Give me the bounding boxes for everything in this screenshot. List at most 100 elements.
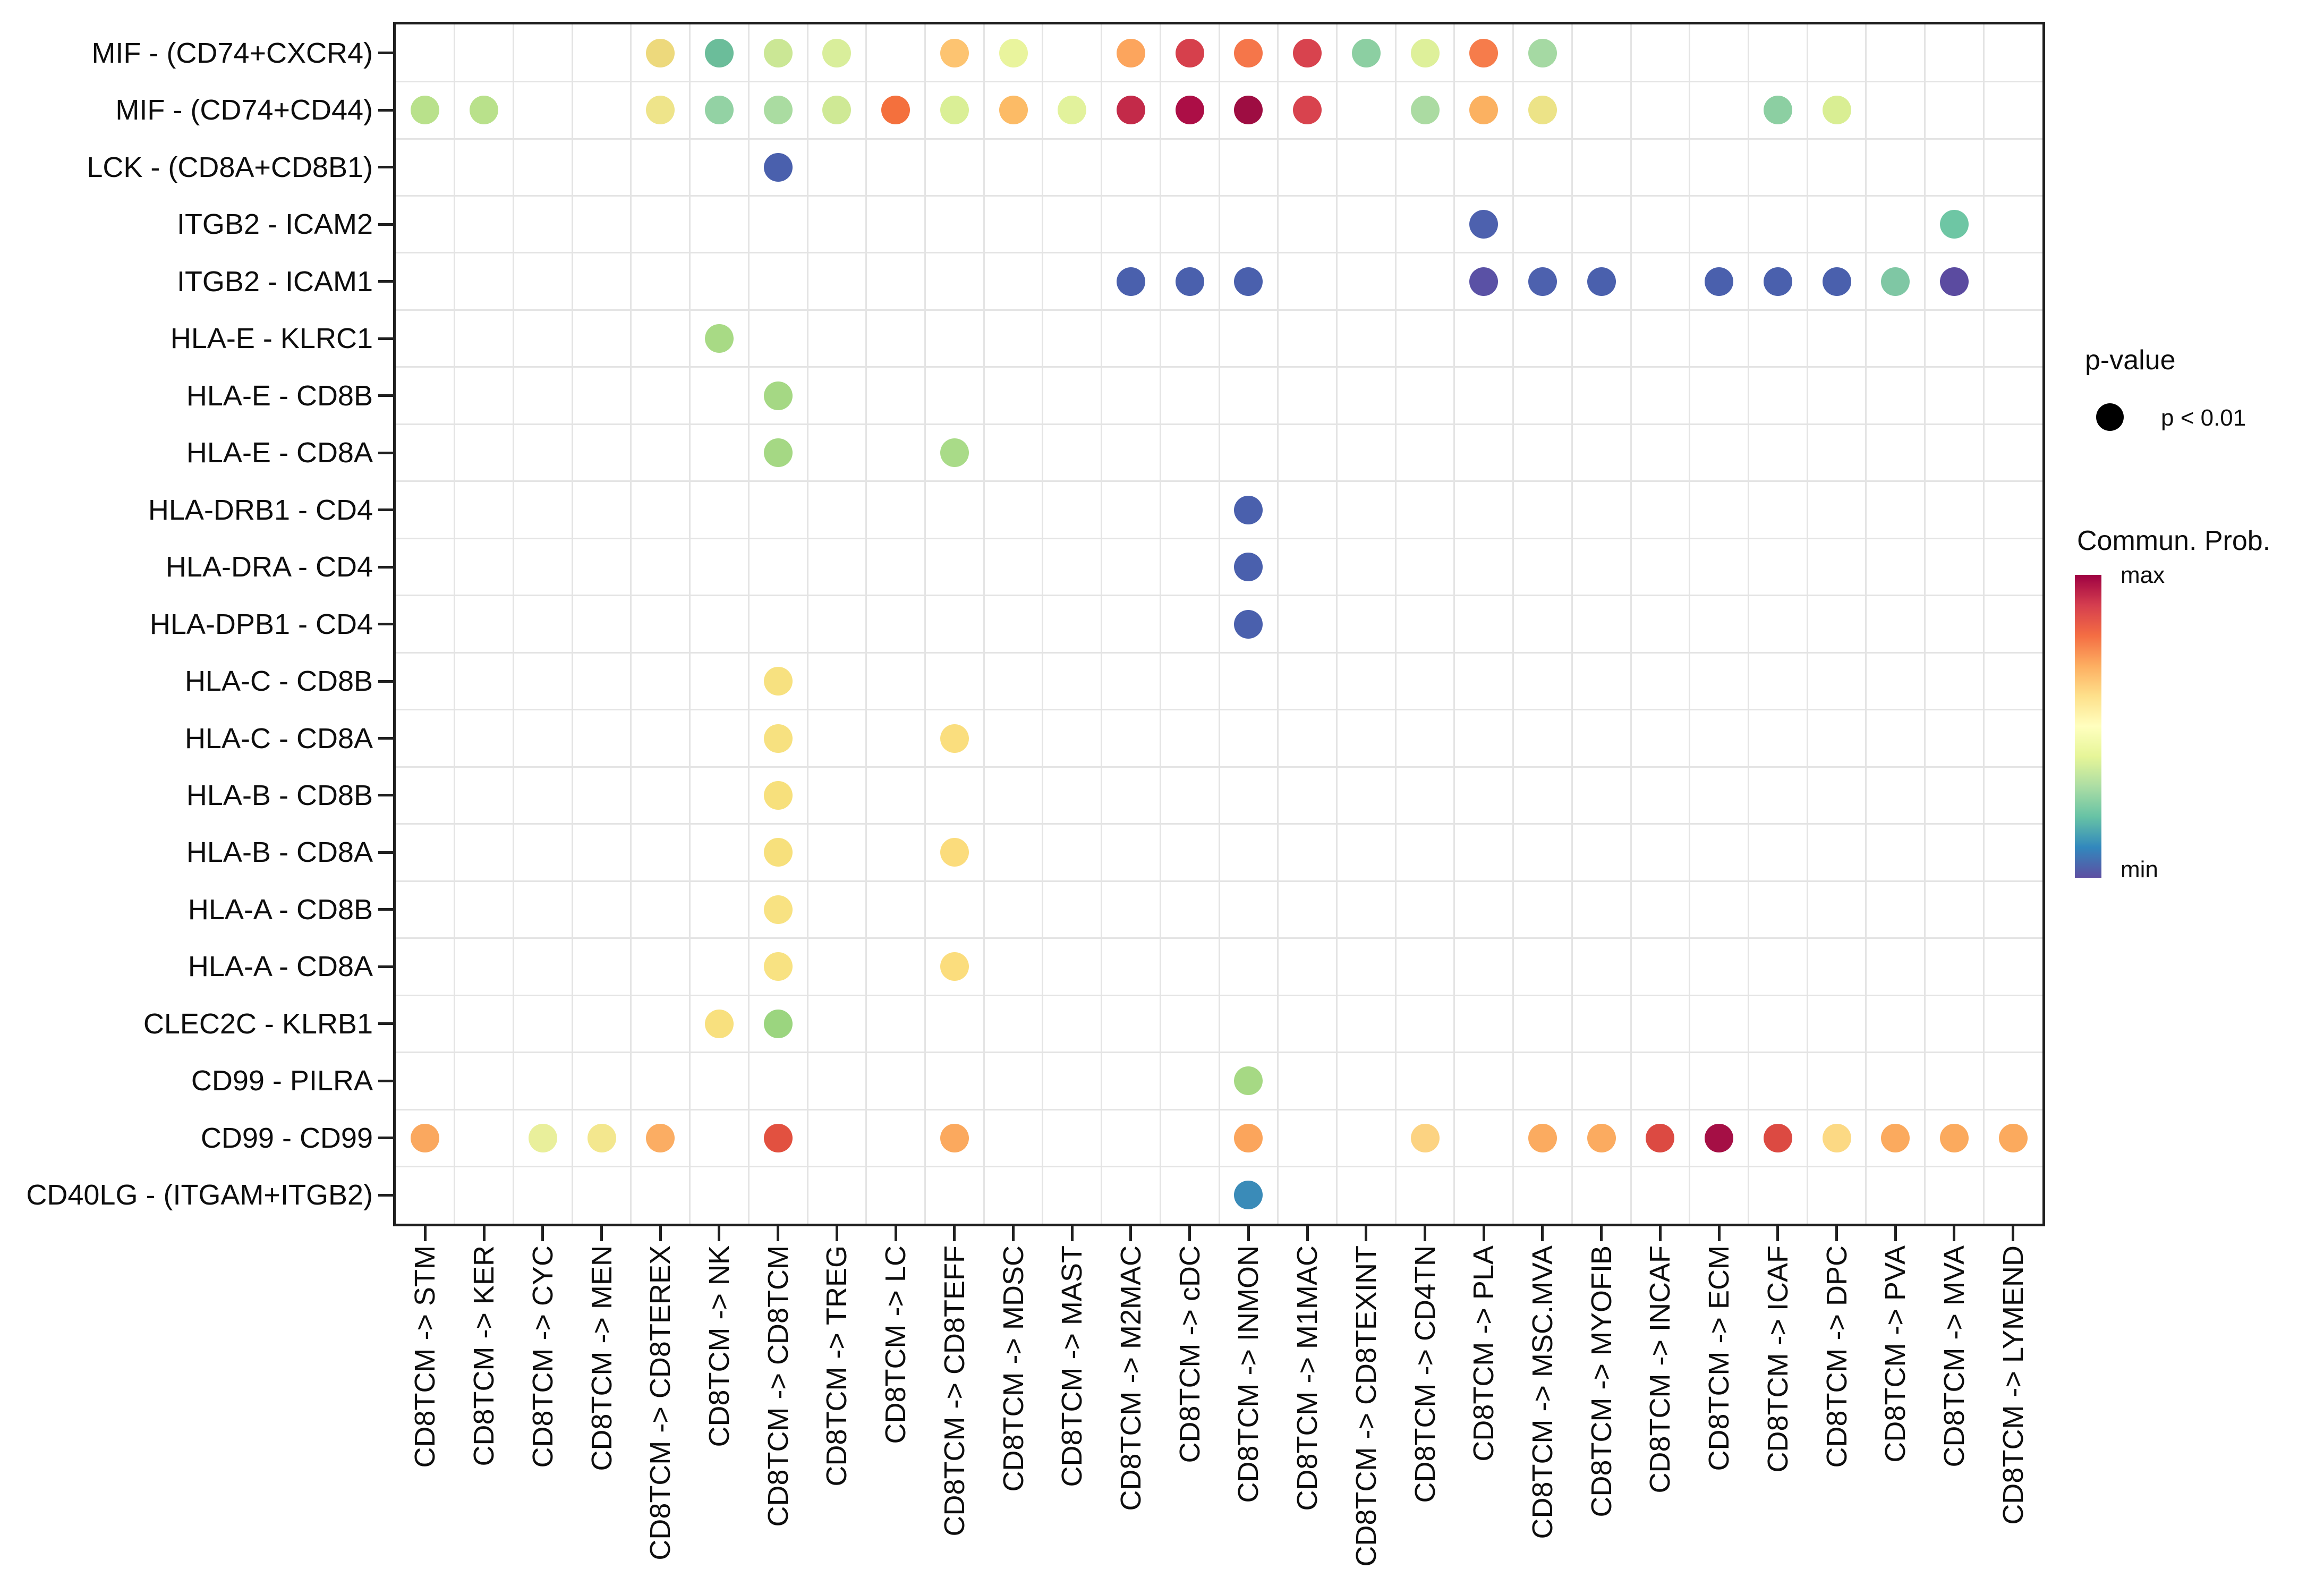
y-axis-label: MIF - (CD74+CD44) <box>115 94 373 126</box>
data-dot <box>763 1009 793 1038</box>
data-dot <box>1939 267 1969 296</box>
data-dot <box>763 724 793 753</box>
data-dot <box>763 952 793 981</box>
y-tick-mark <box>378 1137 393 1140</box>
data-dot <box>470 96 499 125</box>
data-dot <box>1881 267 1910 296</box>
x-axis-label: CD8TCM -> TREG <box>821 1245 853 1487</box>
vertical-gridline <box>630 24 632 1224</box>
y-axis-label: HLA-A - CD8B <box>188 893 373 926</box>
data-dot <box>1763 96 1792 125</box>
vertical-gridline <box>1924 24 1926 1224</box>
y-tick-mark <box>378 223 393 226</box>
data-dot <box>999 38 1028 67</box>
y-axis-label: HLA-DRA - CD4 <box>165 551 373 583</box>
data-dot <box>646 96 675 125</box>
data-dot <box>940 96 969 125</box>
data-dot <box>763 381 793 410</box>
data-dot <box>704 1009 734 1038</box>
data-dot <box>1705 1123 1734 1152</box>
x-axis-label: CD8TCM -> MDSC <box>997 1245 1029 1492</box>
y-axis-label: HLA-C - CD8A <box>184 722 373 754</box>
data-dot <box>646 1123 675 1152</box>
x-axis-label: CD8TCM -> CD8TEREX <box>644 1245 677 1561</box>
y-tick-mark <box>378 108 393 112</box>
data-dot <box>763 895 793 924</box>
data-dot <box>1410 96 1440 125</box>
horizontal-gridline <box>396 595 2042 597</box>
data-dot <box>1822 1123 1851 1152</box>
data-dot <box>1116 267 1145 296</box>
y-axis-label: HLA-C - CD8B <box>184 665 373 697</box>
x-axis-label: CD8TCM -> LYMEND <box>1997 1245 2029 1525</box>
horizontal-gridline <box>396 937 2042 939</box>
horizontal-gridline <box>396 823 2042 825</box>
data-dot <box>763 438 793 468</box>
x-axis-label: CD8TCM -> M1MAC <box>1291 1245 1324 1511</box>
x-axis-label: CD8TCM -> STM <box>409 1245 441 1468</box>
colorbar-title: Commun. Prob. <box>2077 525 2271 556</box>
data-dot <box>1528 96 1557 125</box>
x-tick-mark <box>659 1226 662 1241</box>
data-dot <box>1528 1123 1557 1152</box>
data-dot <box>763 96 793 125</box>
colorbar-max-label: max <box>2121 562 2165 588</box>
data-dot <box>940 1123 969 1152</box>
vertical-gridline <box>1453 24 1455 1224</box>
data-dot <box>1293 96 1322 125</box>
x-axis-label: CD8TCM -> MEN <box>585 1245 618 1471</box>
x-tick-mark <box>1894 1226 1897 1241</box>
data-dot <box>1469 210 1499 239</box>
vertical-gridline <box>454 24 456 1224</box>
data-dot <box>1234 1066 1263 1096</box>
y-axis-label: CD40LG - (ITGAM+ITGB2) <box>26 1179 373 1211</box>
horizontal-gridline <box>396 709 2042 711</box>
x-tick-mark <box>1717 1226 1721 1241</box>
x-tick-mark <box>1482 1226 1485 1241</box>
x-axis-label: CD8TCM -> KER <box>468 1245 500 1466</box>
y-tick-mark <box>378 451 393 454</box>
data-dot <box>1705 267 1734 296</box>
data-dot <box>1528 38 1557 67</box>
data-dot <box>1469 38 1499 67</box>
vertical-gridline <box>1982 24 1985 1224</box>
data-dot <box>763 667 793 696</box>
data-dot <box>940 38 969 67</box>
horizontal-gridline <box>396 366 2042 368</box>
x-tick-mark <box>835 1226 838 1241</box>
vertical-gridline <box>983 24 985 1224</box>
data-dot <box>1234 38 1263 67</box>
data-dot <box>940 838 969 867</box>
horizontal-gridline <box>396 537 2042 539</box>
vertical-gridline <box>1101 24 1103 1224</box>
x-tick-mark <box>718 1226 721 1241</box>
x-axis-label: CD8TCM -> INMON <box>1232 1245 1265 1503</box>
y-axis-label: LCK - (CD8A+CD8B1) <box>87 151 373 183</box>
y-axis-label: CLEC2C - KLRB1 <box>143 1007 373 1040</box>
y-tick-mark <box>378 623 393 625</box>
data-dot <box>940 724 969 753</box>
x-axis-label: CD8TCM -> CD8TEFF <box>938 1245 971 1537</box>
data-dot <box>1410 38 1440 67</box>
vertical-gridline <box>1806 24 1808 1224</box>
x-tick-mark <box>1129 1226 1133 1241</box>
horizontal-gridline <box>396 994 2042 996</box>
x-axis-label: CD8TCM -> MAST <box>1056 1245 1088 1487</box>
data-dot <box>1234 553 1263 581</box>
y-tick-mark <box>378 337 393 340</box>
x-axis-label: CD8TCM -> PVA <box>1879 1245 1912 1463</box>
x-tick-mark <box>894 1226 897 1241</box>
y-tick-mark <box>378 794 393 797</box>
horizontal-gridline <box>396 880 2042 882</box>
data-dot <box>763 781 793 810</box>
x-axis-label: CD8TCM -> DPC <box>1820 1245 1853 1468</box>
horizontal-gridline <box>396 651 2042 654</box>
data-dot <box>1763 1123 1792 1152</box>
x-tick-mark <box>1600 1226 1603 1241</box>
data-dot <box>704 324 734 353</box>
vertical-gridline <box>747 24 750 1224</box>
data-dot <box>763 838 793 867</box>
vertical-gridline <box>1571 24 1573 1224</box>
vertical-gridline <box>571 24 573 1224</box>
vertical-gridline <box>1218 24 1220 1224</box>
